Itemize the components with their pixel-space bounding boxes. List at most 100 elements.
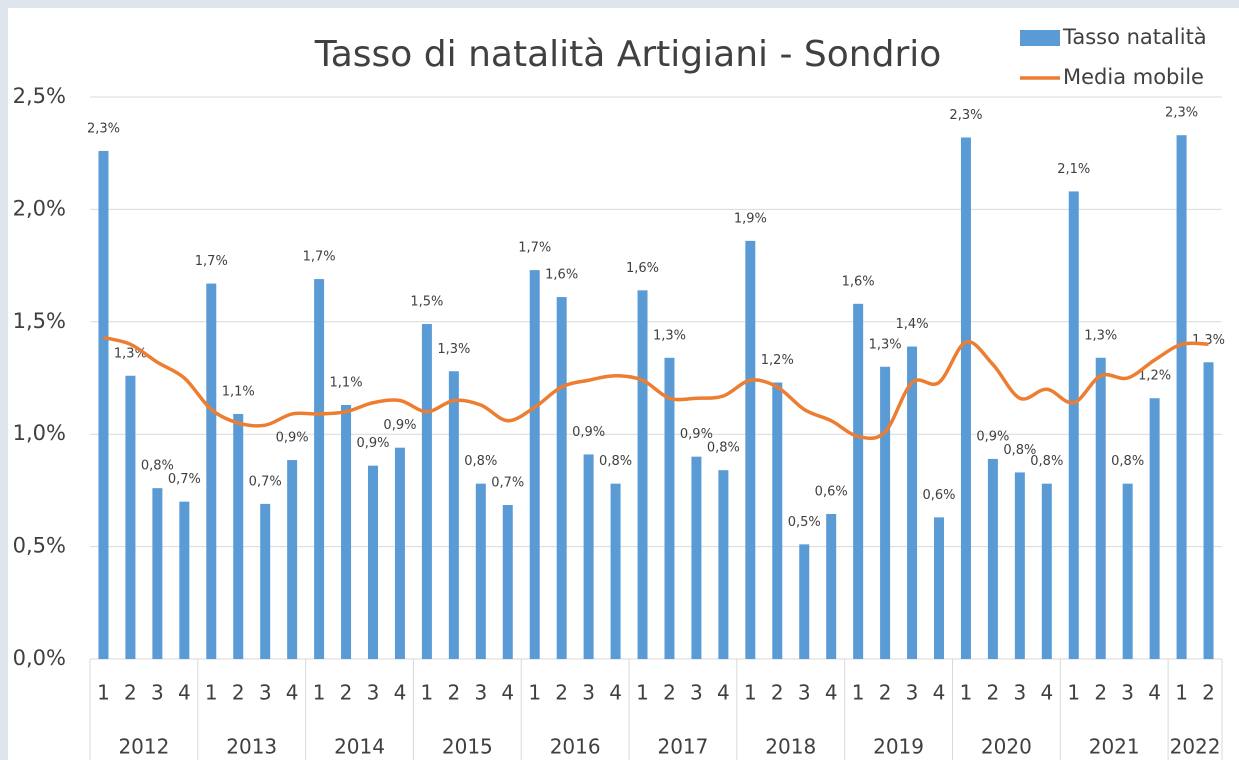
x-tick-label: 2 (771, 681, 784, 705)
data-label: 0,8% (599, 454, 632, 469)
bar (987, 458, 998, 659)
x-tick-label: 2 (555, 681, 568, 705)
x-tick-label: 2 (232, 681, 245, 705)
data-label: 1,7% (303, 250, 336, 265)
x-group-label: 2013 (226, 735, 277, 759)
data-label: 0,9% (572, 425, 605, 440)
bar (421, 324, 432, 659)
bar (637, 290, 648, 659)
data-label: 1,7% (195, 254, 228, 269)
data-label: 1,6% (842, 274, 875, 289)
data-label: 0,9% (276, 431, 309, 446)
x-tick-label: 3 (474, 681, 487, 705)
bar (152, 488, 163, 659)
data-label: 1,6% (545, 268, 578, 283)
bar (341, 404, 352, 659)
x-tick-label: 4 (501, 681, 514, 705)
data-label: 1,2% (761, 353, 794, 368)
bar (556, 297, 567, 659)
data-label: 1,1% (330, 375, 363, 390)
bar (907, 346, 918, 659)
bar (1041, 483, 1052, 659)
x-tick-label: 4 (1148, 681, 1161, 705)
bar (853, 303, 864, 659)
data-label: 0,7% (249, 474, 282, 489)
data-label: 0,9% (356, 436, 389, 451)
x-group-label: 2019 (873, 735, 924, 759)
x-tick-label: 4 (609, 681, 622, 705)
x-tick-label: 1 (852, 681, 865, 705)
y-tick-label: 2,5% (13, 84, 66, 108)
bar (368, 465, 378, 659)
x-tick-label: 4 (286, 681, 299, 705)
x-tick-label: 2 (1094, 681, 1107, 705)
x-tick-label: 3 (151, 681, 164, 705)
x-tick-label: 3 (690, 681, 703, 705)
data-label: 0,8% (1111, 454, 1144, 469)
x-group-label: 2016 (550, 735, 601, 759)
x-group-label: 2018 (765, 735, 816, 759)
x-tick-label: 4 (178, 681, 191, 705)
bar (610, 483, 621, 659)
data-label: 1,6% (626, 261, 659, 276)
bar (98, 150, 109, 659)
x-group-label: 2021 (1089, 735, 1140, 759)
x-tick-label: 1 (1067, 681, 1080, 705)
bar (287, 460, 298, 659)
bar (1203, 362, 1214, 659)
x-group-label: 2020 (981, 735, 1032, 759)
x-tick-label: 3 (1013, 681, 1026, 705)
bar (718, 470, 729, 659)
x-group-label: 2014 (334, 735, 385, 759)
data-label: 0,6% (922, 488, 955, 503)
data-label: 1,3% (437, 342, 470, 357)
x-tick-label: 2 (447, 681, 460, 705)
bar (691, 456, 702, 659)
x-tick-label: 3 (1121, 681, 1134, 705)
bar (826, 514, 837, 659)
bar (125, 375, 136, 659)
bar (260, 503, 271, 659)
y-tick-label: 0,0% (13, 646, 66, 670)
data-label: 0,7% (168, 472, 201, 487)
bar (772, 382, 783, 659)
x-tick-label: 4 (825, 681, 838, 705)
x-tick-label: 2 (879, 681, 892, 705)
x-group-label: 2022 (1170, 735, 1221, 759)
data-label: 1,3% (653, 328, 686, 343)
bar (529, 270, 540, 659)
data-label: 2,3% (87, 121, 120, 136)
x-tick-label: 3 (259, 681, 272, 705)
data-label: 0,8% (141, 459, 174, 474)
x-tick-label: 1 (528, 681, 541, 705)
x-group-label: 2015 (442, 735, 493, 759)
x-tick-label: 1 (960, 681, 973, 705)
x-tick-label: 1 (421, 681, 434, 705)
x-tick-label: 2 (340, 681, 353, 705)
x-tick-label: 1 (744, 681, 757, 705)
chart-area (8, 8, 1239, 760)
x-tick-label: 2 (124, 681, 137, 705)
bar (179, 501, 190, 659)
x-tick-label: 3 (582, 681, 595, 705)
x-group-label: 2017 (657, 735, 708, 759)
chart-title: Tasso di natalità Artigiani - Sondrio (314, 34, 942, 75)
bar (1122, 483, 1133, 659)
data-label: 2,3% (1165, 106, 1198, 121)
x-tick-label: 1 (636, 681, 649, 705)
data-label: 0,8% (1030, 454, 1063, 469)
x-tick-label: 3 (906, 681, 919, 705)
y-tick-label: 2,0% (13, 196, 66, 220)
data-label: 0,9% (680, 427, 713, 442)
bar (475, 483, 486, 659)
data-label: 0,7% (491, 476, 524, 491)
bar (1176, 135, 1187, 659)
bar (799, 544, 810, 659)
bar (394, 447, 405, 659)
x-tick-label: 2 (987, 681, 1000, 705)
legend-swatch (1020, 30, 1060, 46)
legend-label: Media mobile (1063, 65, 1204, 89)
data-label: 2,3% (949, 108, 982, 123)
